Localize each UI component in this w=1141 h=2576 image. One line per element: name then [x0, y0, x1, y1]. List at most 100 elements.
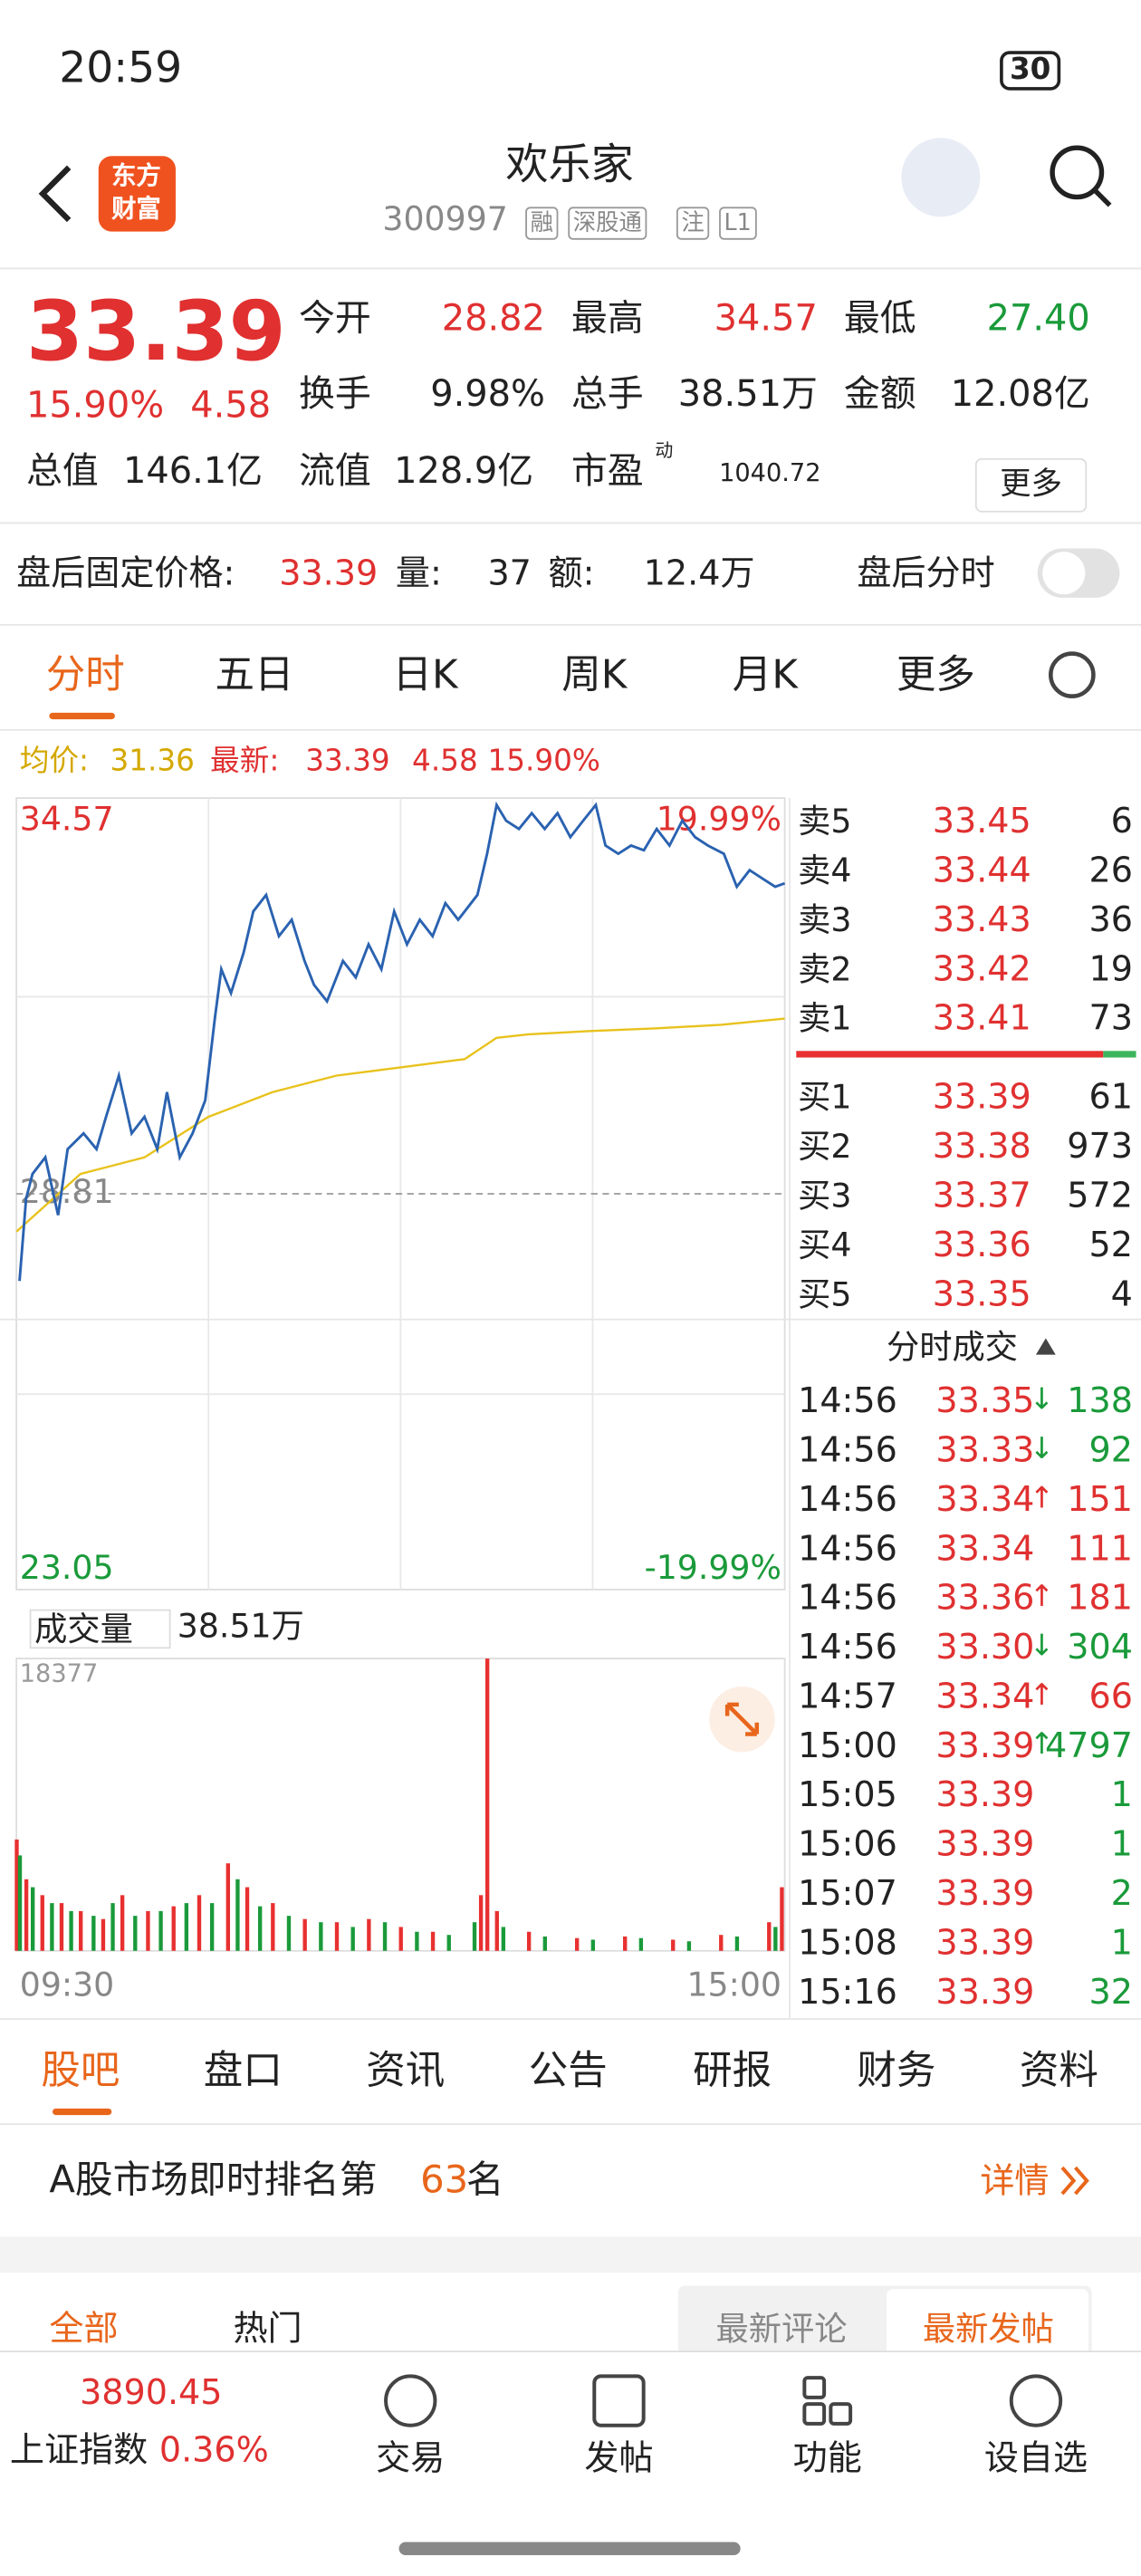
volume-bar [30, 1887, 35, 1951]
rank-prefix: A股市场即时排名第 [49, 2158, 378, 2202]
ratio-bar-green [1103, 1051, 1136, 1058]
book-label: 卖1 [798, 998, 852, 1038]
volume-bar [158, 1910, 163, 1951]
trade-qty: 66 [1088, 1676, 1133, 1716]
watch-icon [1009, 2374, 1063, 2427]
book-qty: 61 [1088, 1076, 1133, 1116]
logo [98, 156, 176, 232]
rank-detail[interactable]: 详情 [980, 2159, 1050, 2200]
logo-text: 东方 [111, 159, 161, 190]
legend-last: 33.39 [305, 744, 390, 779]
gap [0, 2236, 1141, 2273]
stock-name: 欢乐家 [505, 140, 634, 191]
volume-bar [271, 1903, 275, 1951]
tab[interactable]: 五日 [215, 651, 294, 698]
volume-bar [69, 1910, 73, 1951]
volume-bar [302, 1918, 307, 1951]
post-icon [592, 2374, 646, 2427]
volume-bar [225, 1863, 230, 1951]
field-label: 总手 [570, 374, 644, 416]
volume-bar [257, 1906, 263, 1951]
trade-price: 33.34 [935, 1478, 1035, 1519]
book-price: 33.39 [932, 1076, 1031, 1116]
trade-arrow: ↓ [1029, 1629, 1055, 1664]
tag: 深股通 [568, 207, 647, 240]
filter: 热门 [233, 2308, 302, 2348]
tab[interactable]: 更多 [896, 651, 975, 698]
legend-avg-label: 均价: [19, 744, 90, 779]
book-price: 33.37 [932, 1175, 1031, 1215]
trade-time: 15:07 [798, 1872, 897, 1913]
bottom-tab[interactable]: 盘口 [203, 2047, 283, 2094]
nav-item[interactable]: 设自选 [983, 2437, 1088, 2477]
trade-price: 33.33 [935, 1429, 1035, 1469]
volume-bar [197, 1895, 202, 1951]
volume-bar [110, 1903, 115, 1951]
bottom-tab[interactable]: 公告 [528, 2047, 608, 2094]
book-label: 卖5 [798, 801, 852, 841]
bottom-tab[interactable]: 股吧 [41, 2047, 120, 2094]
volume-bar [542, 1936, 547, 1951]
field-label: 换手 [298, 374, 371, 416]
more-button[interactable]: 更多 [974, 457, 1088, 512]
trade-arrow: ↓ [1029, 1382, 1055, 1418]
field-label: 流值 [298, 451, 371, 493]
after-hours-vol: 37 [487, 553, 532, 592]
tab-underline [53, 2108, 112, 2116]
book-label: 买5 [798, 1274, 852, 1314]
volume-bar [133, 1916, 138, 1951]
field-value: 146.1亿 [122, 451, 264, 493]
bottom-tab[interactable]: 研报 [693, 2047, 772, 2094]
volume-bar [184, 1903, 189, 1951]
tab[interactable]: 日K [392, 651, 458, 698]
divider [0, 1318, 1141, 1321]
y-tick-label: 34.57 [20, 799, 114, 838]
back-icon[interactable] [38, 165, 72, 223]
field-label: 最低 [843, 298, 916, 341]
tab[interactable]: 分时 [45, 651, 125, 698]
pct-label: -19.99% [645, 1548, 781, 1587]
after-hours-toggle-label: 盘后分时 [857, 553, 995, 592]
search-icon[interactable] [1050, 145, 1105, 200]
book-qty: 6 [1110, 800, 1133, 841]
avatar[interactable] [901, 138, 981, 217]
nav-item[interactable]: 功能 [792, 2437, 862, 2477]
index-name: 上证指数 [9, 2429, 149, 2469]
avg-line [15, 1017, 785, 1233]
pill-active[interactable] [886, 2289, 1088, 2359]
trade-qty: 4797 [1045, 1725, 1133, 1765]
volume-bar [494, 1910, 499, 1951]
bottom-tab[interactable]: 资料 [1019, 2047, 1098, 2094]
toggle-knob [1042, 552, 1086, 595]
volume-bar [367, 1918, 371, 1951]
trade-qty: 1 [1110, 1823, 1133, 1863]
ratio-bar-red [796, 1051, 1104, 1058]
volume-bar [14, 1839, 19, 1951]
nav-item[interactable]: 交易 [376, 2437, 446, 2477]
after-hours-amt-label: 额: [548, 553, 595, 592]
tab[interactable]: 月K [732, 651, 798, 698]
book-price: 33.36 [932, 1224, 1031, 1264]
volume-bar [415, 1931, 419, 1951]
book-qty: 973 [1067, 1125, 1133, 1166]
volume-bar [286, 1916, 292, 1951]
volume-bar [235, 1879, 240, 1951]
settings-icon[interactable] [1049, 651, 1096, 698]
detail-chevron [1060, 2166, 1089, 2196]
legend-pct: 15.90% [487, 744, 600, 779]
divider [0, 728, 1141, 731]
trade-qty: 151 [1067, 1478, 1133, 1519]
legend-change: 4.58 [412, 744, 478, 779]
book-qty: 4 [1110, 1273, 1133, 1313]
change-pct: 15.90% [26, 386, 165, 428]
volume-bar [780, 1887, 784, 1951]
bottom-tab[interactable]: 财务 [857, 2047, 936, 2094]
book-price: 33.35 [932, 1273, 1031, 1313]
nav-item[interactable]: 发帖 [584, 2437, 654, 2477]
expand-arrows [724, 1702, 760, 1736]
book-qty: 19 [1088, 947, 1133, 988]
bottom-tab[interactable]: 资讯 [366, 2047, 446, 2094]
volume-bar [382, 1922, 388, 1951]
tab[interactable]: 周K [561, 651, 628, 698]
